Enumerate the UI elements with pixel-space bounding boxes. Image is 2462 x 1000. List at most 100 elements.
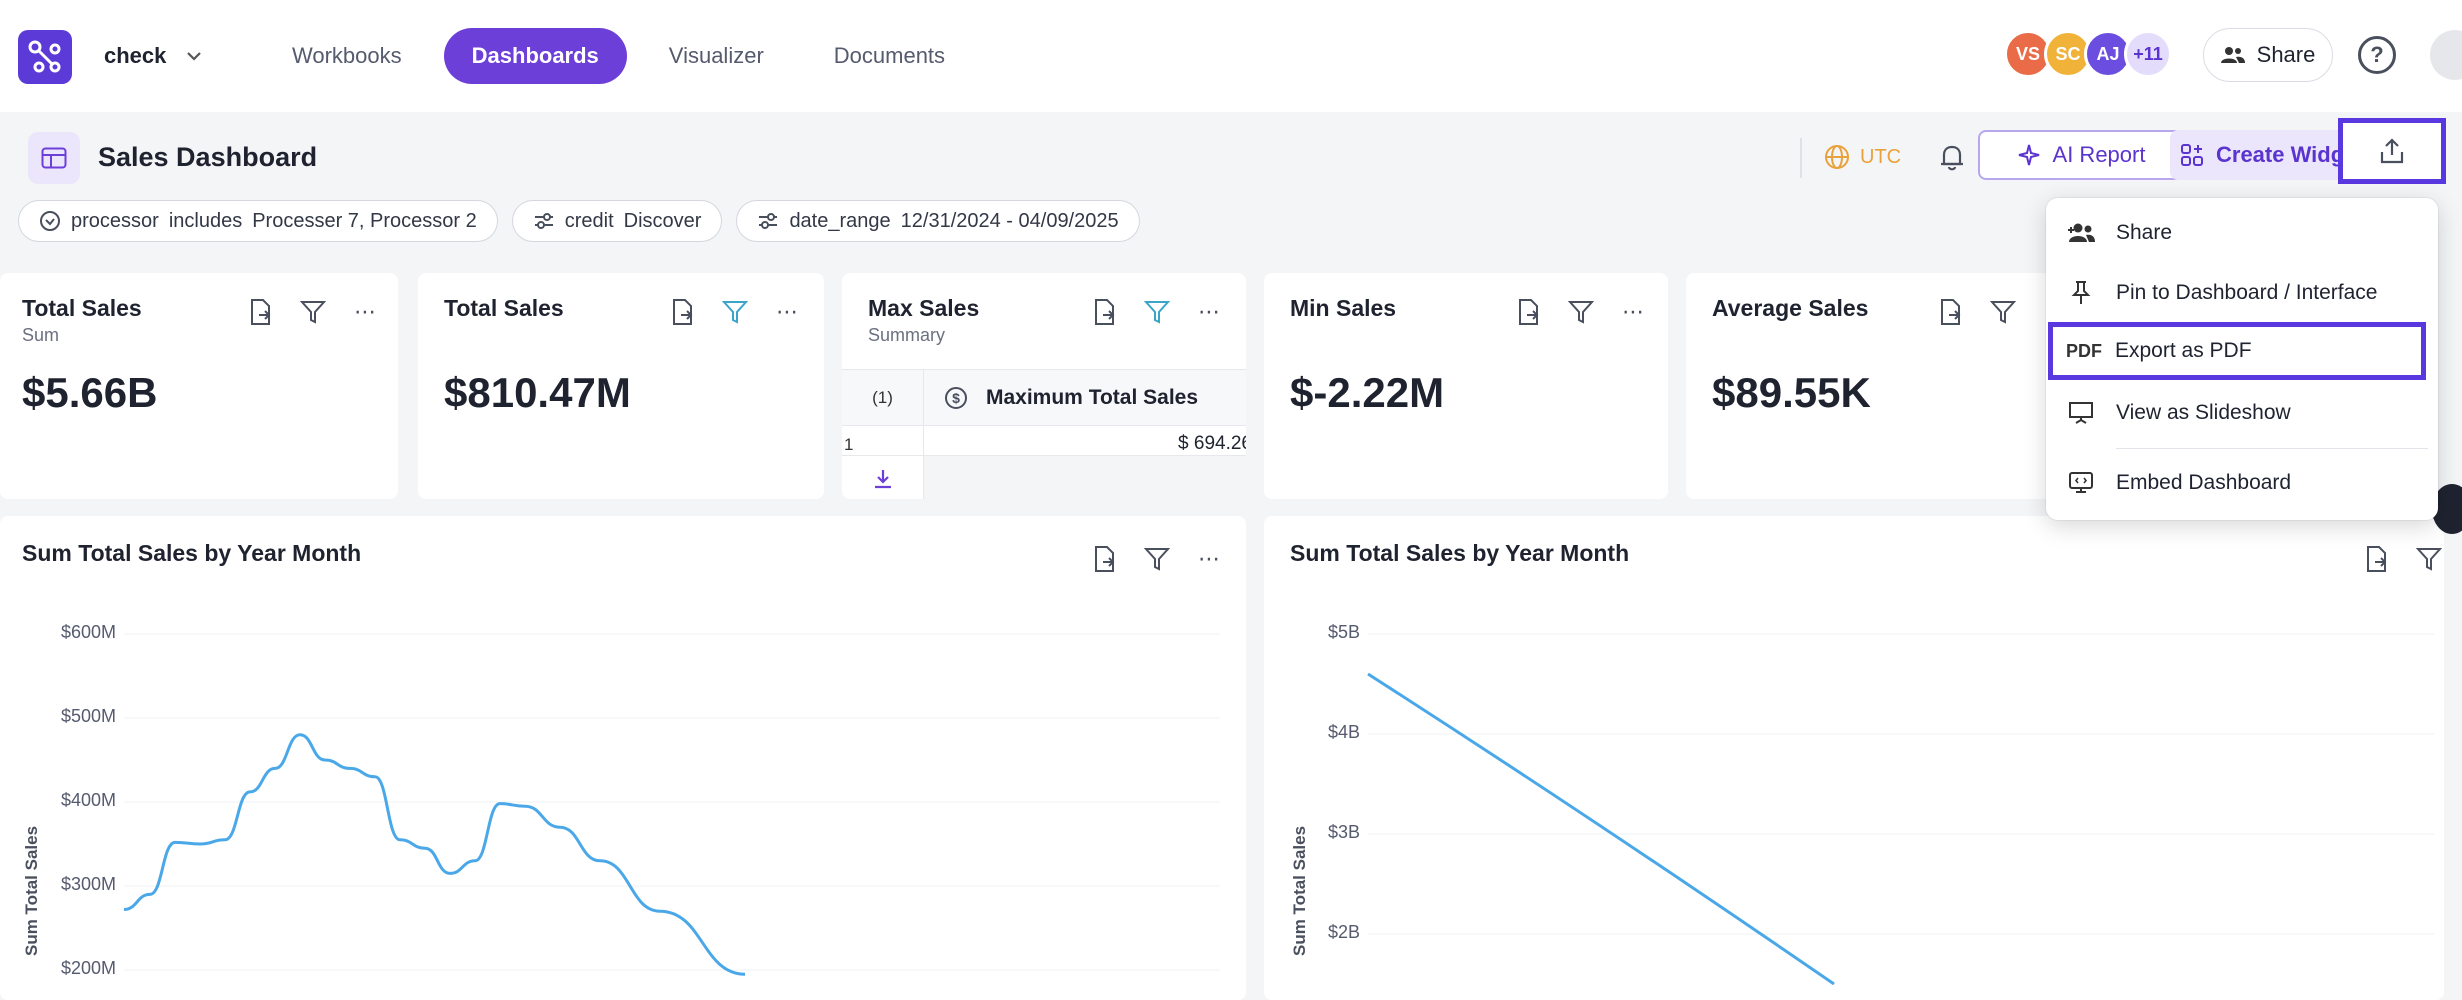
table-footer <box>842 455 1246 499</box>
filter-value: 12/31/2024 - 04/09/2025 <box>900 209 1119 232</box>
card-value: $5.66B <box>22 369 158 416</box>
dashboard-icon <box>28 132 80 184</box>
card-value: $89.55K <box>1712 369 1871 416</box>
export-file-icon[interactable] <box>1936 297 1966 327</box>
table-header-row: (1) $ Maximum Total Sales <box>842 369 1246 425</box>
filter-icon[interactable] <box>1142 544 1172 574</box>
filter-value: Processer 7, Processor 2 <box>252 209 477 232</box>
bell-icon[interactable] <box>1938 142 1966 177</box>
filter-chip-date-range[interactable]: date_range 12/31/2024 - 04/09/2025 <box>736 200 1140 242</box>
filter-icon[interactable] <box>720 297 750 327</box>
export-file-icon[interactable] <box>246 297 276 327</box>
card-toolbar: ⋯ <box>246 297 380 327</box>
card-toolbar: ⋯ <box>1514 297 1648 327</box>
workspace-name: check <box>104 43 167 68</box>
menu-item-label: Export as PDF <box>2115 339 2252 362</box>
menu-item-label: Pin to Dashboard / Interface <box>2116 281 2378 304</box>
page-title: Sales Dashboard <box>98 142 318 172</box>
svg-text:$: $ <box>952 390 960 406</box>
menu-item-pin[interactable]: Pin to Dashboard / Interface <box>2046 264 2438 322</box>
tab-visualizer[interactable]: Visualizer <box>668 43 764 68</box>
kpi-card-total-sales: Total Sales $810.47M ⋯ <box>418 273 824 499</box>
export-file-icon[interactable] <box>668 297 698 327</box>
tab-workbooks[interactable]: Workbooks <box>292 43 402 68</box>
filter-icon[interactable] <box>2414 544 2444 574</box>
export-file-icon[interactable] <box>1090 297 1120 327</box>
app-logo[interactable] <box>18 30 72 84</box>
y-tick-label: $600M <box>60 622 116 642</box>
share-button[interactable]: Share <box>2203 28 2333 82</box>
user-avatar[interactable] <box>2430 30 2462 80</box>
users-icon <box>2220 47 2245 63</box>
timezone-selector[interactable]: UTC <box>1824 144 1901 170</box>
menu-item-export-pdf[interactable]: PDF Export as PDF <box>2048 322 2426 380</box>
more-icon[interactable]: ⋯ <box>354 299 376 324</box>
kpi-card-max-sales: Max Sales Summary ⋯ (1) $ Maximum Total … <box>842 273 1246 499</box>
row-value: $ 694.26 <box>1178 433 1246 454</box>
export-file-icon[interactable] <box>1090 544 1120 574</box>
sparkle-icon <box>2018 144 2039 166</box>
export-menu: Share Pin to Dashboard / Interface PDF E… <box>2046 198 2438 520</box>
y-tick-label: $3B <box>1327 822 1360 842</box>
help-icon[interactable]: ? <box>2358 36 2396 74</box>
card-title: Average Sales <box>1712 295 1869 321</box>
filter-field: date_range <box>789 209 891 232</box>
pdf-icon: PDF <box>2066 340 2102 361</box>
download-icon[interactable] <box>842 456 924 499</box>
export-file-icon[interactable] <box>2362 544 2392 574</box>
filter-op: includes <box>168 209 243 232</box>
menu-item-share[interactable]: Share <box>2046 204 2438 262</box>
y-tick-label: $200M <box>60 958 116 978</box>
top-nav: check Workbooks Dashboards Visualizer Do… <box>0 0 2462 112</box>
filter-bar: processor includes Processer 7, Processo… <box>18 200 1140 242</box>
nav-tabs: Workbooks Dashboards Visualizer Document… <box>264 28 987 84</box>
upload-icon <box>2380 138 2404 164</box>
column-header-label: Maximum Total Sales <box>986 385 1199 409</box>
sliders-icon <box>534 213 553 229</box>
more-icon[interactable]: ⋯ <box>1198 299 1220 324</box>
divider <box>1800 138 1802 178</box>
export-button[interactable] <box>2338 118 2446 184</box>
kpi-card-min-sales: Min Sales $-2.22M ⋯ <box>1264 273 1668 499</box>
y-tick-label: $300M <box>60 874 116 894</box>
card-title: Min Sales <box>1290 295 1397 321</box>
menu-item-slideshow[interactable]: View as Slideshow <box>2046 384 2438 442</box>
workspace-switcher[interactable]: check <box>104 38 202 74</box>
column-header[interactable]: $ Maximum Total Sales <box>924 370 1246 425</box>
chart-title: Sum Total Sales by Year Month <box>1290 540 1630 566</box>
kpi-card-total-sales-sum: Total Sales Sum $5.66B ⋯ <box>0 273 398 499</box>
filter-field: credit <box>564 209 614 232</box>
filter-icon[interactable] <box>1566 297 1596 327</box>
filter-chip-processor[interactable]: processor includes Processer 7, Processo… <box>18 200 498 242</box>
card-title: Max Sales <box>868 295 980 321</box>
filter-chip-credit[interactable]: credit Discover <box>511 200 723 242</box>
menu-item-embed[interactable]: Embed Dashboard <box>2046 454 2438 512</box>
filter-icon[interactable] <box>1988 297 2018 327</box>
filter-value: Discover <box>623 209 702 232</box>
currency-icon: $ <box>945 386 967 409</box>
avatar[interactable]: SC <box>2044 30 2092 78</box>
tab-documents[interactable]: Documents <box>833 43 946 68</box>
timezone-label: UTC <box>1860 145 1902 168</box>
more-avatars-badge[interactable]: +11 <box>2124 30 2172 78</box>
filter-icon[interactable] <box>1142 297 1172 327</box>
globe-icon <box>1825 145 1849 169</box>
filter-icon[interactable] <box>298 297 328 327</box>
menu-divider <box>2116 448 2428 449</box>
card-toolbar: ⋯ <box>668 297 802 327</box>
series-line <box>123 733 746 976</box>
logo-icon <box>28 40 61 73</box>
chart-toolbar: ⋯ <box>1090 544 1224 574</box>
more-icon[interactable]: ⋯ <box>1622 299 1644 324</box>
card-value: $810.47M <box>444 369 631 416</box>
more-icon[interactable]: ⋯ <box>776 299 798 324</box>
line-chart-left <box>123 633 1220 976</box>
menu-item-label: Embed Dashboard <box>2116 471 2292 494</box>
ai-report-label: AI Report <box>2052 142 2146 167</box>
more-icon[interactable]: ⋯ <box>1198 546 1220 571</box>
ai-report-button[interactable]: AI Report <box>1978 130 2184 180</box>
export-file-icon[interactable] <box>1514 297 1544 327</box>
collaborator-avatars[interactable]: VS SC AJ +11 <box>2004 30 2172 78</box>
create-widget-button[interactable]: Create Widget <box>2170 130 2370 180</box>
tab-dashboards[interactable]: Dashboards <box>443 28 627 84</box>
